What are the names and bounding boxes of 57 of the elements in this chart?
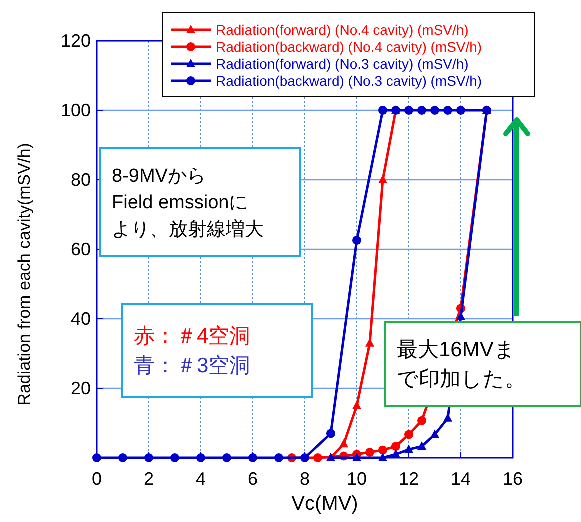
- x-tick-label: 16: [502, 469, 524, 489]
- point: [366, 448, 374, 457]
- point: [118, 454, 128, 462]
- x-tick-label: 12: [398, 469, 420, 489]
- y-tick-label: 40: [70, 309, 91, 329]
- point: [196, 454, 206, 462]
- legend-label: Radiation(forward) (No.3 cavity) (mSV/h): [216, 56, 469, 72]
- point: [222, 454, 232, 462]
- legend-label: Radiation(backward) (No.4 cavity) (mSV/h): [216, 39, 482, 55]
- x-tick-label: 0: [92, 469, 102, 489]
- point: [404, 430, 414, 440]
- annotation: 赤：＃4空洞: [134, 325, 251, 348]
- point: [144, 454, 154, 462]
- point: [418, 442, 426, 450]
- x-tick-label: 14: [450, 469, 472, 489]
- legend-label: Radiation(forward) (No.4 cavity) (mSV/h): [216, 22, 469, 38]
- point: [418, 106, 426, 115]
- x-tick-label: 10: [346, 469, 368, 489]
- point: [170, 454, 180, 462]
- x-tick-label: 4: [196, 469, 206, 489]
- point: [352, 453, 362, 462]
- point: [378, 106, 388, 115]
- annotation: 8-9MVから Field emssionにより、放射線増大: [112, 166, 264, 240]
- point: [300, 454, 310, 462]
- point: [248, 454, 258, 462]
- x-axis-title: Vc(MV): [292, 493, 358, 515]
- x-tick-label: 6: [248, 469, 258, 489]
- point: [430, 430, 440, 438]
- y-tick-label: 60: [70, 240, 91, 260]
- point: [418, 416, 426, 426]
- y-tick-label: 120: [60, 31, 91, 51]
- point: [92, 454, 102, 462]
- x-tick-label: 2: [144, 469, 154, 489]
- point: [404, 444, 414, 454]
- point: [392, 442, 400, 452]
- y-tick-label: 20: [70, 378, 91, 398]
- point: [378, 446, 388, 455]
- point: [340, 439, 348, 448]
- y-tick-label: 80: [70, 170, 91, 190]
- point: [326, 429, 336, 438]
- x-tick-label: 8: [300, 469, 310, 489]
- point: [274, 454, 284, 462]
- point: [378, 453, 388, 462]
- point: [378, 175, 388, 184]
- point: [392, 450, 400, 458]
- point: [456, 106, 466, 115]
- point: [352, 400, 362, 410]
- y-axis-title: Radiation from each cavity(mSV/h): [15, 143, 34, 406]
- point: [404, 106, 414, 115]
- legend-label: Radiation(backward) (No.3 cavity) (mSV/h): [216, 73, 482, 89]
- point: [430, 106, 440, 115]
- point: [352, 236, 362, 245]
- y-tick-label: 100: [60, 100, 91, 120]
- point: [444, 106, 452, 115]
- point: [314, 454, 322, 462]
- annotation: 青：＃3空洞: [134, 354, 251, 378]
- annotation: 最大16MVまで印加した。: [397, 338, 526, 392]
